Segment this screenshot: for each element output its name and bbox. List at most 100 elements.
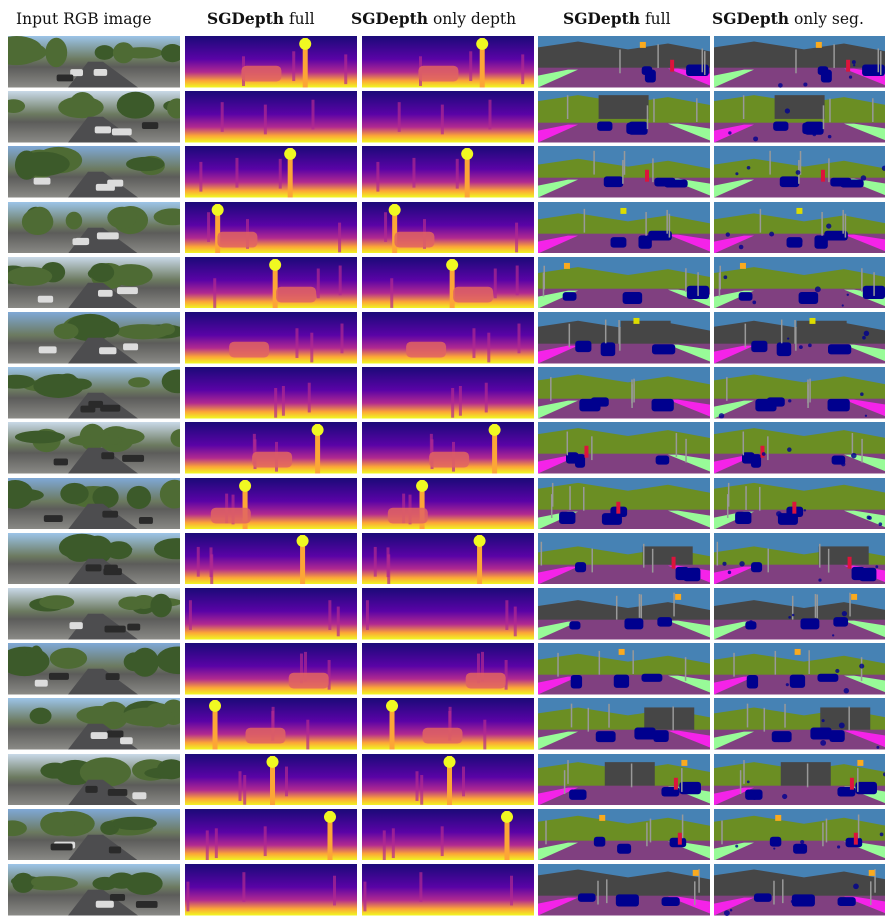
depth-map-thumbnail — [362, 256, 534, 309]
depth-map-thumbnail — [185, 643, 357, 695]
thumbnail-image — [538, 532, 710, 585]
thumbnail-image — [8, 808, 180, 861]
segmentation-thumbnail — [714, 91, 885, 143]
depth-map-thumbnail — [185, 36, 357, 88]
depth-map-thumbnail — [185, 588, 357, 640]
segmentation-thumbnail — [538, 36, 710, 88]
thumbnail-image — [538, 36, 710, 88]
thumbnail-image — [8, 91, 180, 143]
thumbnail-image — [8, 422, 180, 474]
depth-map-thumbnail — [185, 201, 357, 254]
thumbnail-image — [538, 146, 710, 198]
segmentation-thumbnail — [714, 367, 885, 419]
thumbnail-image — [185, 91, 357, 143]
thumbnail-image — [714, 588, 885, 640]
thumbnail-image — [362, 477, 534, 530]
thumbnail-image — [185, 808, 357, 861]
input-rgb-thumbnail — [8, 256, 180, 309]
segmentation-thumbnail — [714, 256, 885, 309]
thumbnail-image — [8, 588, 180, 640]
thumbnail-image — [185, 312, 357, 364]
depth-map-thumbnail — [362, 808, 534, 861]
segmentation-thumbnail — [538, 588, 710, 640]
segmentation-thumbnail — [714, 643, 885, 695]
thumbnail-image — [8, 864, 180, 916]
thumbnail-image — [538, 91, 710, 143]
column-header-text: full — [640, 10, 671, 28]
thumbnail-image — [538, 367, 710, 419]
thumbnail-image — [362, 146, 534, 198]
input-rgb-thumbnail — [8, 698, 180, 750]
thumbnail-image — [8, 146, 180, 198]
column-header-text: Input RGB image — [16, 10, 152, 28]
input-rgb-thumbnail — [8, 146, 180, 198]
thumbnail-image — [185, 698, 357, 750]
thumbnail-image — [362, 36, 534, 88]
segmentation-thumbnail — [538, 367, 710, 419]
thumbnail-image — [714, 753, 885, 806]
input-rgb-thumbnail — [8, 91, 180, 143]
input-rgb-thumbnail — [8, 808, 180, 861]
thumbnail-image — [538, 808, 710, 861]
depth-map-thumbnail — [362, 643, 534, 695]
segmentation-thumbnail — [538, 753, 710, 806]
depth-map-thumbnail — [362, 36, 534, 88]
thumbnail-image — [714, 312, 885, 364]
thumbnail-image — [185, 422, 357, 474]
input-rgb-thumbnail — [8, 864, 180, 916]
input-rgb-thumbnail — [8, 532, 180, 585]
thumbnail-image — [185, 753, 357, 806]
segmentation-thumbnail — [538, 808, 710, 861]
thumbnail-image — [362, 201, 534, 254]
thumbnail-image — [362, 753, 534, 806]
segmentation-thumbnail — [538, 146, 710, 198]
segmentation-thumbnail — [714, 864, 885, 916]
segmentation-thumbnail — [538, 864, 710, 916]
thumbnail-image — [714, 643, 885, 695]
depth-map-thumbnail — [185, 422, 357, 474]
thumbnail-image — [538, 643, 710, 695]
segmentation-thumbnail — [714, 477, 885, 530]
thumbnail-image — [714, 91, 885, 143]
depth-map-thumbnail — [362, 588, 534, 640]
depth-map-thumbnail — [185, 146, 357, 198]
depth-map-thumbnail — [185, 808, 357, 861]
depth-map-thumbnail — [185, 477, 357, 530]
input-rgb-thumbnail — [8, 643, 180, 695]
thumbnail-image — [185, 146, 357, 198]
thumbnail-image — [538, 422, 710, 474]
segmentation-thumbnail — [538, 422, 710, 474]
input-rgb-thumbnail — [8, 588, 180, 640]
input-rgb-thumbnail — [8, 201, 180, 254]
thumbnail-image — [362, 588, 534, 640]
depth-map-thumbnail — [185, 753, 357, 806]
segmentation-thumbnail — [538, 201, 710, 254]
thumbnail-image — [362, 256, 534, 309]
thumbnail-image — [8, 477, 180, 530]
input-rgb-thumbnail — [8, 753, 180, 806]
segmentation-thumbnail — [538, 91, 710, 143]
thumbnail-image — [538, 864, 710, 916]
input-rgb-thumbnail — [8, 36, 180, 88]
thumbnail-image — [8, 256, 180, 309]
thumbnail-image — [714, 201, 885, 254]
depth-map-thumbnail — [185, 698, 357, 750]
depth-map-thumbnail — [362, 201, 534, 254]
segmentation-thumbnail — [714, 753, 885, 806]
thumbnail-image — [538, 256, 710, 309]
segmentation-thumbnail — [714, 201, 885, 254]
depth-map-thumbnail — [362, 698, 534, 750]
input-rgb-thumbnail — [8, 312, 180, 364]
thumbnail-image — [714, 477, 885, 530]
thumbnail-image — [714, 146, 885, 198]
thumbnail-image — [538, 201, 710, 254]
thumbnail-image — [362, 808, 534, 861]
thumbnail-image — [538, 588, 710, 640]
thumbnail-image — [538, 477, 710, 530]
column-header-text: only seg. — [789, 10, 864, 28]
segmentation-thumbnail — [714, 532, 885, 585]
segmentation-thumbnail — [714, 36, 885, 88]
thumbnail-image — [362, 312, 534, 364]
depth-map-thumbnail — [362, 91, 534, 143]
thumbnail-image — [185, 864, 357, 916]
